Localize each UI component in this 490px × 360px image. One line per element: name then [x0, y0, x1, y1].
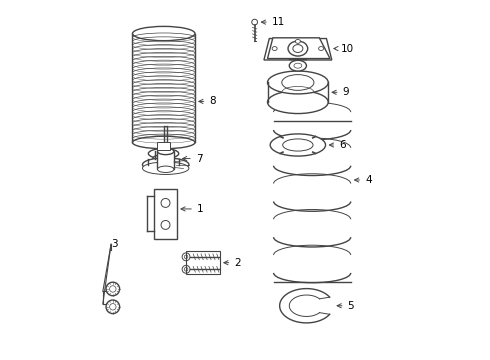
Bar [154, 189, 177, 239]
Bar [157, 152, 174, 169]
Ellipse shape [182, 265, 190, 273]
Ellipse shape [106, 300, 120, 314]
Text: 7: 7 [183, 154, 202, 163]
Ellipse shape [143, 158, 189, 171]
Ellipse shape [184, 255, 188, 258]
Ellipse shape [148, 149, 179, 158]
Ellipse shape [318, 46, 323, 50]
Text: 8: 8 [199, 96, 216, 107]
Ellipse shape [158, 152, 169, 156]
Ellipse shape [252, 19, 258, 25]
Ellipse shape [106, 282, 120, 296]
Bar [186, 251, 220, 274]
Ellipse shape [288, 41, 308, 56]
Bar [157, 143, 170, 150]
Ellipse shape [153, 155, 174, 162]
Ellipse shape [143, 162, 189, 175]
Ellipse shape [182, 253, 190, 261]
Ellipse shape [268, 91, 328, 113]
Ellipse shape [157, 148, 174, 155]
Ellipse shape [294, 63, 302, 68]
Ellipse shape [132, 136, 195, 149]
Ellipse shape [184, 267, 188, 271]
Ellipse shape [272, 46, 277, 50]
Ellipse shape [293, 45, 303, 53]
Ellipse shape [289, 60, 306, 71]
Polygon shape [264, 39, 332, 60]
Ellipse shape [110, 303, 116, 310]
Ellipse shape [132, 26, 195, 41]
Ellipse shape [270, 134, 325, 156]
Text: 5: 5 [337, 301, 354, 311]
Ellipse shape [148, 160, 179, 170]
Ellipse shape [295, 40, 300, 43]
Ellipse shape [157, 166, 174, 172]
Text: 10: 10 [334, 44, 354, 54]
Ellipse shape [283, 139, 313, 151]
Text: 9: 9 [332, 87, 349, 97]
Text: 6: 6 [329, 140, 345, 150]
Ellipse shape [268, 71, 328, 94]
Ellipse shape [161, 198, 170, 207]
Ellipse shape [158, 157, 169, 161]
Polygon shape [268, 38, 330, 59]
Text: 4: 4 [355, 175, 371, 185]
Text: 11: 11 [261, 17, 285, 27]
Text: 2: 2 [224, 258, 241, 268]
Ellipse shape [110, 286, 116, 292]
Ellipse shape [161, 220, 170, 229]
Text: 3: 3 [111, 239, 118, 249]
Text: 1: 1 [181, 204, 203, 214]
Ellipse shape [282, 75, 314, 90]
